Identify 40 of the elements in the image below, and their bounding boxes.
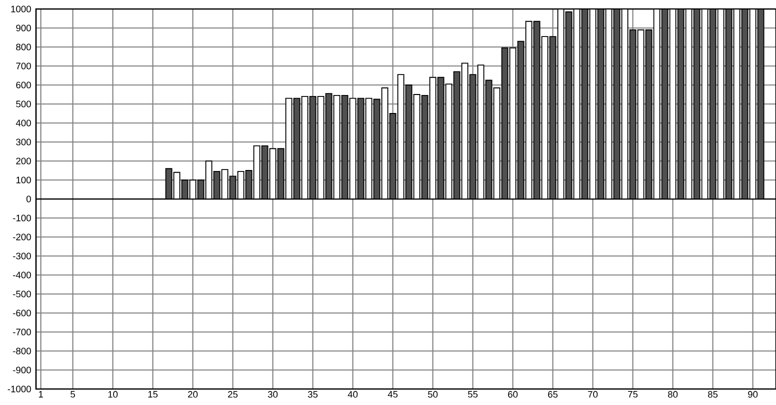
x-tick-label: 70 <box>588 391 598 398</box>
x-tick-label: 45 <box>388 391 398 398</box>
y-tick-label: -500 <box>13 290 31 298</box>
y-tick-label: -1000 <box>8 386 31 392</box>
x-tick-label: 90 <box>748 391 758 398</box>
x-tick-label: 65 <box>548 391 558 398</box>
x-tick-label: 60 <box>508 391 518 398</box>
x-tick-label: 85 <box>708 391 718 398</box>
x-tick-label: 25 <box>228 391 238 398</box>
y-tick-label: 800 <box>16 44 31 50</box>
y-tick-label: 500 <box>16 100 31 108</box>
x-tick-label: 55 <box>468 391 478 398</box>
y-tick-label: 200 <box>16 158 31 164</box>
y-tick-label: 400 <box>16 120 31 126</box>
y-tick-label: 1000 <box>11 6 31 12</box>
y-tick-label: -400 <box>13 272 31 278</box>
y-tick-label: 600 <box>16 82 31 88</box>
y-tick-label: 0 <box>26 196 31 202</box>
y-tick-label: -300 <box>13 252 31 260</box>
y-tick-label: 100 <box>16 176 31 184</box>
x-tick-label: 1 <box>38 391 43 398</box>
x-tick-label: 5 <box>70 391 75 398</box>
y-tick-label: -800 <box>13 348 31 354</box>
x-tick-label: 15 <box>148 391 158 398</box>
x-tick-label: 40 <box>348 391 358 398</box>
x-tick-label: 30 <box>268 391 278 398</box>
x-tick-label: 10 <box>108 391 118 398</box>
x-tick-label: 35 <box>308 391 318 398</box>
y-tick-label: -600 <box>13 310 31 316</box>
y-tick-label: 700 <box>16 62 31 70</box>
y-tick-label: -700 <box>13 328 31 336</box>
x-tick-label: 80 <box>668 391 678 398</box>
y-tick-label: 900 <box>16 24 31 32</box>
y-tick-label: -100 <box>13 214 31 222</box>
x-tick-label: 20 <box>188 391 198 398</box>
x-tick-label: 50 <box>428 391 438 398</box>
y-tick-label: -900 <box>13 366 31 374</box>
y-tick-label: 300 <box>16 138 31 146</box>
x-tick-label: 75 <box>628 391 638 398</box>
y-tick-label: -200 <box>13 234 31 240</box>
